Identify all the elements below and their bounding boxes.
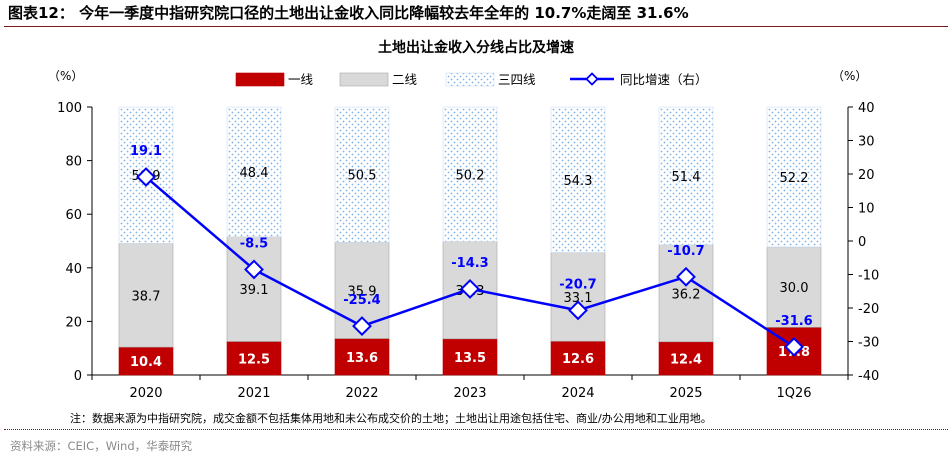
- x-tick-label: 2020: [129, 386, 162, 401]
- bar-value-label: 12.4: [670, 352, 702, 367]
- bar-value-label: 50.2: [456, 168, 485, 183]
- bar-value-label: 33.1: [564, 291, 593, 306]
- growth-value-label: -14.3: [451, 256, 488, 271]
- bar-value-label: 52.2: [780, 171, 809, 186]
- bar-segment-tier3: [766, 106, 822, 248]
- legend-item-growth: 同比增速（右）: [570, 72, 708, 87]
- growth-line-series: 19.1 -8.5 -25.4 -14.3 -20.7 -10.7 -31.6: [130, 144, 813, 357]
- left-tick-label: 40: [65, 262, 82, 277]
- left-axis-unit: （%）: [48, 69, 83, 83]
- right-tick-label: -30: [858, 336, 879, 351]
- bar-value-label: 48.4: [240, 166, 269, 181]
- chart-legend: 一线 二线 三四线 同比增速（右）: [235, 72, 708, 87]
- legend-label: 二线: [392, 72, 418, 87]
- bar-marks: 10.438.750.912.539.148.413.635.950.513.5…: [118, 106, 822, 376]
- x-tick-label: 2024: [561, 386, 594, 401]
- bar-segment-tier3: [334, 106, 390, 243]
- legend-item-tier3: 三四线: [445, 72, 536, 87]
- bar-value-label: 12.6: [562, 352, 594, 367]
- growth-point-marker: [460, 278, 480, 299]
- footnote-rule: [4, 429, 948, 430]
- bar-segment-tier2: [658, 244, 714, 343]
- bar-value-label: 12.5: [238, 352, 270, 367]
- growth-value-label: -31.6: [775, 314, 812, 329]
- x-tick-label: 2022: [345, 386, 378, 401]
- bar-segment-tier3: [658, 106, 714, 246]
- bar-segment-tier1: [550, 340, 606, 376]
- bar-segment-tier1: [334, 338, 390, 376]
- bar-segment-tier2: [550, 252, 606, 342]
- legend-swatch: [339, 72, 389, 87]
- bar-value-label: 35.9: [348, 284, 377, 299]
- growth-value-label: -8.5: [240, 236, 268, 251]
- x-tick-label: 2025: [669, 386, 702, 401]
- legend-swatch: [445, 72, 495, 87]
- bar-value-label: 13.5: [454, 351, 486, 366]
- stacked-bar-chart: 土地出让金收入分线占比及增速 （%） （%） 一线 二线 三四线 同比增速（右） 0 2…: [48, 39, 879, 401]
- legend-item-tier2: 二线: [339, 72, 418, 87]
- growth-value-label: 19.1: [130, 144, 162, 159]
- growth-point-marker: [568, 300, 588, 321]
- figure-title: 图表12： 今年一季度中指研究院口径的土地出让金收入同比降幅较去年全年的 10.…: [8, 4, 689, 22]
- x-tick-label: 2023: [453, 386, 486, 401]
- growth-value-label: -20.7: [559, 277, 596, 292]
- bar-segment-tier1: [442, 338, 498, 376]
- footnote: 注：数据来源为中指研究院，成交金额不包括集体用地和未公布成交价的土地；土地出让用…: [70, 412, 712, 425]
- x-tick-label: 1Q26: [776, 386, 811, 401]
- bar-segment-tier3: [226, 106, 282, 238]
- right-tick-label: 40: [858, 101, 875, 116]
- legend-label: 三四线: [498, 72, 536, 87]
- legend-label: 同比增速（右）: [620, 72, 708, 87]
- bar-value-label: 39.1: [240, 283, 269, 298]
- bar-value-label: 50.5: [348, 169, 377, 184]
- source-note: 资料来源：CEIC，Wind，华泰研究: [10, 439, 193, 453]
- right-axis-unit: （%）: [832, 69, 867, 83]
- left-tick-label: 0: [74, 369, 82, 384]
- bar-value-label: 10.4: [130, 355, 162, 370]
- right-tick-label: 0: [858, 235, 866, 250]
- bar-segment-tier2: [766, 246, 822, 328]
- legend-swatch: [235, 72, 285, 87]
- right-tick-label: 10: [858, 202, 875, 217]
- growth-point-marker: [352, 316, 372, 337]
- right-tick-label: -10: [858, 269, 879, 284]
- bar-segment-tier1: [226, 341, 282, 376]
- right-tick-label: 30: [858, 135, 875, 150]
- growth-value-label: -10.7: [667, 244, 704, 259]
- growth-point-marker: [244, 259, 264, 280]
- growth-point-marker: [676, 266, 696, 287]
- bar-value-label: 36.2: [672, 287, 701, 302]
- bar-segment-tier3: [442, 106, 498, 242]
- chart-title: 土地出让金收入分线占比及增速: [378, 39, 574, 56]
- bar-value-label: 30.0: [780, 281, 809, 296]
- left-tick-label: 60: [65, 208, 82, 223]
- bar-value-label: 54.3: [564, 174, 593, 189]
- right-tick-label: -20: [858, 302, 879, 317]
- bar-value-label: 38.7: [132, 289, 161, 304]
- growth-point-marker: [136, 167, 156, 187]
- left-tick-label: 80: [65, 155, 82, 170]
- right-tick-label: -40: [858, 369, 879, 384]
- legend-item-tier1: 一线: [235, 72, 314, 87]
- growth-point-marker: [784, 336, 804, 357]
- growth-value-label: -25.4: [343, 293, 380, 308]
- right-tick-label: 20: [858, 168, 875, 183]
- left-tick-label: 20: [65, 315, 82, 330]
- bar-segment-tier1: [118, 346, 174, 376]
- bar-value-label: 51.4: [672, 170, 701, 185]
- left-tick-label: 100: [57, 101, 82, 116]
- title-rule: [4, 26, 948, 27]
- x-tick-label: 2021: [237, 386, 270, 401]
- legend-label: 一线: [288, 72, 314, 87]
- bar-segment-tier3: [550, 106, 606, 253]
- bar-value-label: 13.6: [346, 351, 378, 366]
- legend-marker: [585, 72, 599, 86]
